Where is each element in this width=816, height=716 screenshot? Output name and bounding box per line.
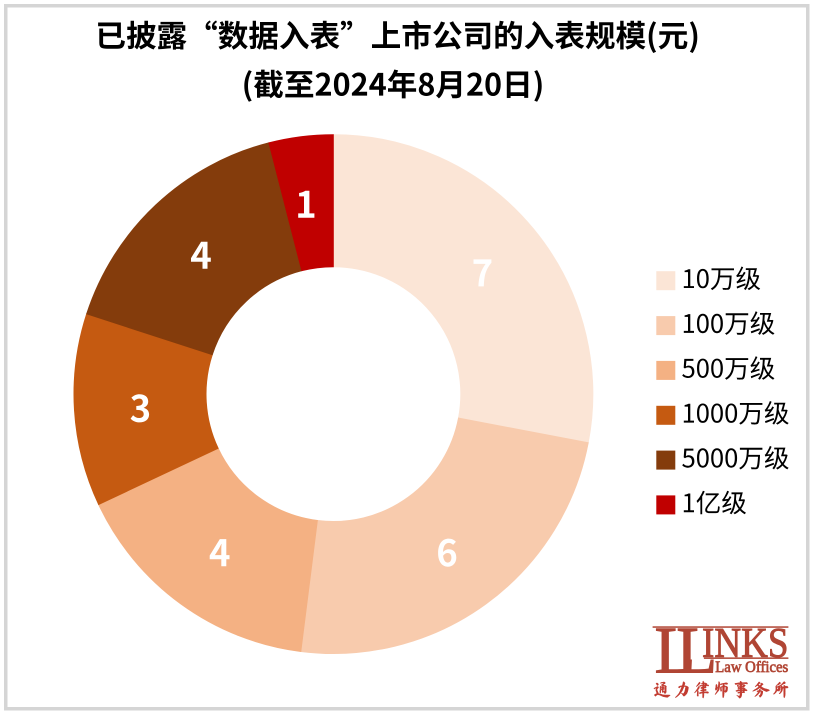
svg-text:INKS: INKS — [702, 621, 789, 667]
svg-text:L: L — [655, 614, 696, 688]
svg-text:Law Offices: Law Offices — [715, 659, 788, 676]
svg-text:L: L — [676, 614, 717, 688]
